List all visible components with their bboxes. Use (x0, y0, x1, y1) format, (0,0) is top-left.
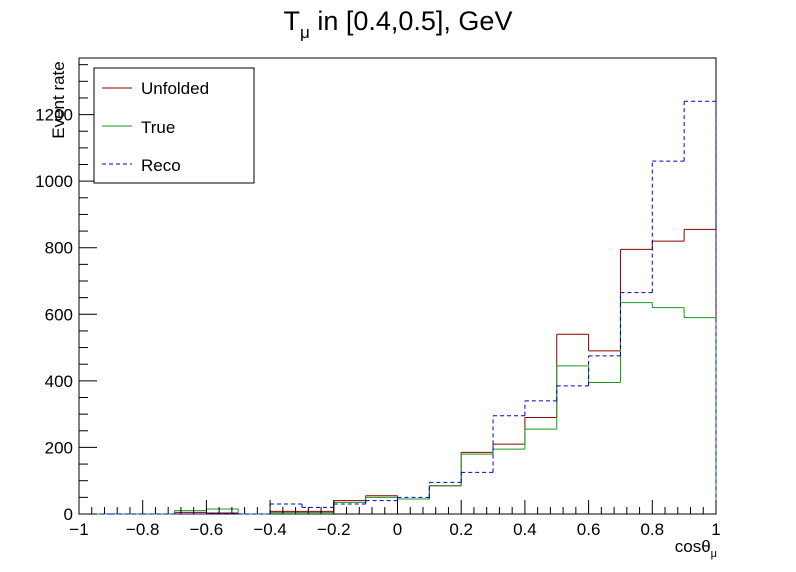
legend-label-reco: Reco (141, 156, 181, 175)
x-tick-label: −1 (69, 520, 88, 539)
x-tick-label: −0.2 (317, 520, 351, 539)
x-tick-label: −0.8 (126, 520, 160, 539)
y-tick-label: 1000 (35, 172, 73, 191)
legend-label-true: True (141, 118, 175, 137)
y-axis-title: Event rate (49, 61, 68, 139)
y-tick-label: 200 (45, 438, 73, 457)
legend: Unfolded True Reco (93, 67, 255, 184)
chart-title: Tμ in [0.4,0.5], GeV (284, 6, 513, 42)
axis-ticks (78, 64, 717, 515)
y-tick-label: 400 (45, 372, 73, 391)
x-tick-label: −0.6 (190, 520, 224, 539)
x-axis-title: cosθμ (675, 537, 717, 560)
series-reco (79, 100, 717, 515)
y-tick-label: 800 (45, 239, 73, 258)
legend-label-unfolded: Unfolded (141, 79, 209, 98)
x-tick-label: 1 (711, 520, 720, 539)
y-tick-label: 1200 (35, 106, 73, 125)
tick-labels: −1 −0.8 −0.6 −0.4 −0.2 0 0.2 0.4 0.6 0.8 1 0 200 400 6… (35, 106, 721, 539)
title-subscript: μ (300, 23, 310, 42)
x-axis-title-main: cosθ (675, 537, 711, 556)
x-tick-label: 0 (393, 520, 402, 539)
title-main: T (284, 6, 301, 36)
x-tick-label: 0.4 (513, 520, 537, 539)
y-tick-label: 0 (64, 505, 73, 524)
x-tick-label: 0.8 (640, 520, 664, 539)
x-tick-label: 0.2 (449, 520, 473, 539)
y-tick-label: 600 (45, 305, 73, 324)
x-tick-label: −0.4 (253, 520, 287, 539)
title-rest: in [0.4,0.5], GeV (310, 6, 513, 36)
x-axis-title-subscript: μ (711, 548, 717, 560)
x-tick-label: 0.6 (577, 520, 601, 539)
